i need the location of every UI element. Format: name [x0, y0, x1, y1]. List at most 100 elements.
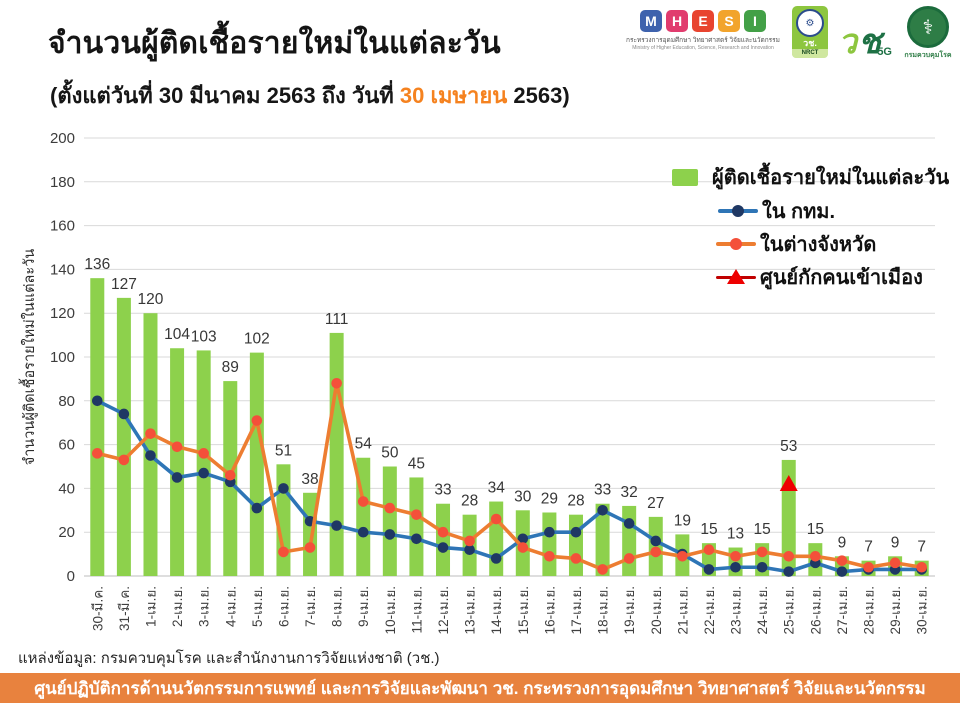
dot-provinces	[304, 542, 316, 553]
y-tick-label: 140	[50, 261, 75, 278]
bar-value-label: 38	[301, 471, 318, 488]
bar-value-label: 9	[838, 534, 847, 551]
x-tick-label: 14-เม.ย.	[489, 586, 504, 634]
x-tick-label: 2-เม.ย.	[170, 586, 185, 627]
x-tick-label: 3-เม.ย.	[197, 586, 212, 627]
dot-provinces	[544, 550, 555, 562]
mhesi-caption-th: กระทรวงการอุดมศึกษา วิทยาศาสตร์ วิจัยและ…	[626, 37, 780, 44]
legend-bar-label: ผู้ติดเชื้อรายใหม่ในแต่ละวัน	[712, 167, 950, 189]
dot-bkk	[145, 450, 156, 461]
x-tick-label: 9-เม.ย.	[356, 586, 371, 627]
bar	[595, 503, 610, 576]
bar-value-label: 102	[244, 331, 270, 348]
bar-value-label: 33	[594, 482, 611, 499]
x-tick-label: 23-เม.ย.	[729, 586, 744, 634]
x-tick-label: 17-เม.ย.	[569, 586, 584, 634]
dot-bkk	[650, 535, 662, 547]
x-tick-label: 30-เม.ย.	[915, 586, 930, 634]
dot-provinces	[810, 550, 821, 562]
bar-value-label: 15	[807, 521, 824, 538]
y-tick-label: 80	[58, 393, 75, 410]
dot-provinces	[91, 448, 103, 459]
dot-provinces	[464, 535, 475, 547]
page-subtitle: (ตั้งแต่วันที่ 30 มีนาคม 2563 ถึง วันที่…	[50, 78, 570, 113]
x-tick-label: 26-เม.ย.	[808, 586, 823, 634]
bar	[196, 350, 211, 576]
dot-bkk	[331, 520, 342, 531]
dot-provinces	[783, 550, 795, 562]
dot-provinces	[224, 469, 236, 481]
mhesi-logo: M H E S I กระทรวงการอุดมศึกษา วิทยาศาสตร…	[624, 6, 782, 51]
dot-bkk	[703, 564, 715, 575]
bar-value-label: 136	[84, 256, 110, 273]
nrct-abbr-en: NRCT	[792, 49, 828, 58]
x-tick-label: 29-เม.ย.	[888, 586, 903, 634]
legend-item-bkk: ใน กทม.	[718, 196, 835, 226]
bar-value-label: 7	[917, 539, 926, 556]
legend-provinces-line-marker	[716, 237, 756, 251]
bar	[382, 466, 397, 576]
line-bkk	[96, 399, 922, 574]
nrct-5g-logo: ว ช 5G	[838, 6, 892, 64]
subtitle-prefix: (ตั้งแต่วันที่ 30 มีนาคม 2563 ถึง วันที่	[50, 83, 400, 108]
dot-provinces	[570, 553, 582, 564]
line-provinces	[96, 381, 922, 572]
bar-value-label: 34	[488, 480, 506, 497]
dot-bkk	[118, 408, 130, 420]
dot-provinces	[836, 555, 848, 566]
bar-value-label: 54	[355, 436, 373, 453]
footer-banner: ศูนย์ปฏิบัติการด้านนวัตกรรมการแพทย์ และก…	[0, 673, 960, 703]
dot-bkk	[517, 533, 529, 545]
dot-bkk	[836, 566, 848, 577]
dot-bkk	[251, 502, 263, 514]
subtitle-suffix: 2563)	[507, 83, 570, 108]
dot-provinces	[677, 550, 688, 562]
bar-value-label: 19	[674, 512, 691, 529]
x-tick-label: 22-เม.ย.	[702, 586, 717, 634]
dot-provinces	[278, 546, 289, 558]
bar-value-label: 13	[727, 526, 744, 543]
dot-bkk	[597, 505, 608, 516]
quarantine-marker	[779, 475, 798, 492]
y-tick-label: 160	[50, 218, 75, 235]
dot-provinces	[331, 377, 342, 389]
bar	[568, 514, 583, 576]
nrct-5g-glyph-2: ช	[858, 23, 882, 61]
dot-provinces	[916, 561, 928, 573]
nrct-logo: ⚙ วช. NRCT	[792, 6, 828, 58]
bar	[249, 352, 264, 576]
bar	[648, 516, 663, 576]
ddc-caption: กรมควบคุมโรค	[904, 52, 952, 59]
mhesi-letter-h: H	[666, 10, 688, 32]
bar-value-label: 29	[541, 490, 558, 507]
x-tick-label: 4-เม.ย.	[223, 586, 238, 627]
legend-quarantine-label: ศูนย์กักคนเข้าเมือง	[760, 267, 923, 289]
dot-bkk	[570, 526, 582, 538]
dot-provinces	[863, 561, 874, 573]
bar-value-label: 104	[164, 326, 190, 343]
bar	[143, 313, 158, 576]
bar	[170, 348, 185, 576]
y-tick-label: 120	[50, 305, 75, 322]
dot-bkk	[171, 472, 183, 483]
x-tick-label: 19-เม.ย.	[622, 586, 637, 634]
dot-provinces	[490, 513, 502, 525]
x-tick-label: 12-เม.ย.	[436, 586, 451, 634]
dot-provinces	[118, 454, 130, 466]
dot-provinces	[198, 448, 209, 459]
x-tick-label: 6-เม.ย.	[276, 586, 291, 627]
x-tick-label: 13-เม.ย.	[463, 586, 478, 634]
bar	[90, 278, 105, 576]
legend-bkk-label: ใน กทม.	[762, 201, 836, 223]
y-tick-label: 180	[50, 174, 75, 191]
bar	[622, 505, 637, 576]
x-tick-label: 24-เม.ย.	[755, 586, 770, 634]
legend-item-provinces: ในต่างจังหวัด	[716, 229, 876, 259]
bar-value-label: 53	[780, 438, 797, 455]
dot-bkk	[730, 561, 741, 573]
legend-bar-swatch	[672, 168, 698, 186]
y-tick-label: 0	[67, 568, 75, 585]
x-tick-label: 28-เม.ย.	[862, 586, 877, 634]
dot-bkk	[411, 533, 422, 545]
x-tick-label: 27-เม.ย.	[835, 586, 850, 634]
